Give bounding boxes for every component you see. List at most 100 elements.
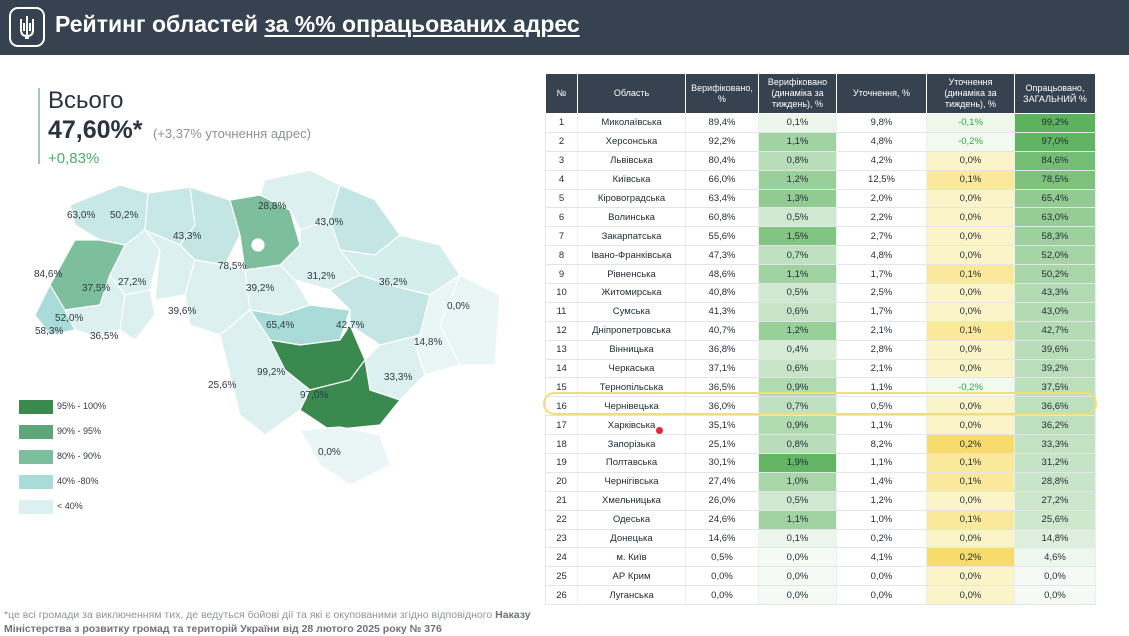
- table-cell: Донецька: [577, 529, 686, 549]
- legend-swatch: [19, 425, 53, 439]
- legend-label: 95% - 100%: [57, 401, 107, 411]
- table-cell: 52,0%: [1014, 245, 1096, 266]
- table-cell: 99,2%: [1014, 113, 1096, 133]
- table-header-cell: №: [545, 73, 578, 114]
- table-cell: 1,1%: [836, 377, 927, 398]
- legend-label: < 40%: [57, 501, 83, 511]
- table-cell: Волинська: [577, 207, 686, 228]
- table-cell: 4: [545, 170, 578, 190]
- table-cell: 2,5%: [836, 283, 927, 303]
- table-cell: 0,8%: [758, 434, 837, 455]
- table-cell: 0,1%: [926, 510, 1015, 530]
- table-cell: Запорізька: [577, 434, 686, 455]
- map-svg: [34, 169, 501, 486]
- legend-swatch: [19, 450, 53, 464]
- table-cell: 0,6%: [758, 302, 837, 322]
- map-region-label: 42,7%: [336, 320, 365, 331]
- table-cell: 43,0%: [1014, 302, 1096, 322]
- table-cell: 80,4%: [685, 151, 759, 171]
- table-cell: 1,2%: [836, 491, 927, 511]
- region-crimea: [299, 426, 391, 486]
- table-cell: 0,0%: [926, 283, 1015, 303]
- table-cell: 0,0%: [1014, 566, 1096, 587]
- map-region-label: 31,2%: [307, 271, 336, 282]
- table-cell: 24: [545, 547, 578, 568]
- table-row: 8 Івано-Франківська 47,3% 0,7% 4,8% 0,0% 52,0%: [545, 245, 1096, 266]
- table-cell: 0,0%: [685, 585, 759, 606]
- summary-value: 47,60%*: [48, 116, 143, 144]
- table-row: 20 Чернігівська 27,4% 1,0% 1,4% 0,1% 28,8%: [545, 472, 1096, 492]
- table-cell: 12,5%: [836, 170, 927, 190]
- table-cell: 0,0%: [926, 151, 1015, 171]
- table-cell: 27,2%: [1014, 491, 1096, 511]
- table-cell: 66,0%: [685, 170, 759, 190]
- table-cell: Закарпатська: [577, 226, 686, 247]
- table-cell: 0,0%: [926, 585, 1015, 606]
- map-region-label: 36,2%: [379, 277, 408, 288]
- table-cell: 25: [545, 566, 578, 587]
- trident-logo-icon: [9, 7, 45, 47]
- table-row: 21 Хмельницька 26,0% 0,5% 1,2% 0,0% 27,2%: [545, 491, 1096, 511]
- table-cell: 4,6%: [1014, 547, 1096, 568]
- table-cell: 63,0%: [1014, 207, 1096, 228]
- map-region-label: 43,0%: [315, 217, 344, 228]
- table-cell: Миколаївська: [577, 113, 686, 133]
- header-bar: Рейтинг областей за %% опрацьованих адре…: [0, 0, 1129, 55]
- table-cell: Луганська: [577, 585, 686, 606]
- table-row: 19 Полтавська 30,1% 1,9% 1,1% 0,1% 31,2%: [545, 453, 1096, 473]
- table-cell: 36,6%: [1014, 396, 1096, 417]
- table-cell: Київська: [577, 170, 686, 190]
- table-row: 10 Житомирська 40,8% 0,5% 2,5% 0,0% 43,3%: [545, 283, 1096, 303]
- map-region-label: 27,2%: [118, 277, 147, 288]
- table-cell: 0,5%: [758, 283, 837, 303]
- table-cell: 63,4%: [685, 189, 759, 209]
- table-cell: 26,0%: [685, 491, 759, 511]
- table-cell: 24,6%: [685, 510, 759, 530]
- table-cell: 0,0%: [758, 585, 837, 606]
- table-cell: 0,2%: [926, 434, 1015, 455]
- map-region-label: 63,0%: [67, 210, 96, 221]
- legend-item: < 40%: [19, 500, 159, 514]
- table-cell: 0,0%: [1014, 585, 1096, 606]
- table-cell: 0,0%: [926, 415, 1015, 436]
- table-row: 25 АР Крим 0,0% 0,0% 0,0% 0,0% 0,0%: [545, 566, 1096, 587]
- table-cell: 2,2%: [836, 207, 927, 228]
- table-cell: 2,7%: [836, 226, 927, 247]
- region-ivano-frankivsk: [64, 273, 126, 336]
- legend-swatch: [19, 400, 53, 414]
- table-row: 22 Одеська 24,6% 1,1% 1,0% 0,1% 25,6%: [545, 510, 1096, 530]
- region-kyiv-city: [251, 238, 265, 252]
- table-row: 4 Київська 66,0% 1,2% 12,5% 0,1% 78,5%: [545, 170, 1096, 190]
- table-cell: 0,9%: [758, 377, 837, 398]
- map-region-label: 37,5%: [82, 283, 111, 294]
- table-cell: 65,4%: [1014, 189, 1096, 209]
- table-cell: 25,6%: [1014, 510, 1096, 530]
- table-cell: 14,8%: [1014, 529, 1096, 549]
- table-row: 3 Львівська 80,4% 0,8% 4,2% 0,0% 84,6%: [545, 151, 1096, 171]
- table-cell: 0,9%: [758, 415, 837, 436]
- table-cell: 97,0%: [1014, 132, 1096, 152]
- table-header-cell: Уточнення (динаміка за тиждень), %: [926, 73, 1015, 114]
- table-cell: 0,0%: [836, 585, 927, 606]
- map-region-label: 99,2%: [257, 367, 286, 378]
- table-cell: Рівненська: [577, 264, 686, 285]
- map-region-label: 58,3%: [35, 326, 64, 337]
- ranking-table-container: № Область Верифіковано, % Верифіковано (дин…: [545, 73, 1096, 606]
- table-cell: 0,5%: [685, 547, 759, 568]
- red-dot-marker: [656, 427, 663, 434]
- table-cell: 0,7%: [758, 396, 837, 417]
- table-cell: Тернопільська: [577, 377, 686, 398]
- table-cell: 10: [545, 283, 578, 303]
- title-main-text: Рейтинг областей: [55, 11, 265, 37]
- table-cell: 12: [545, 321, 578, 341]
- table-cell: 1,1%: [758, 132, 837, 152]
- region-odesa: [219, 309, 311, 436]
- table-cell: Хмельницька: [577, 491, 686, 511]
- table-row: 23 Донецька 14,6% 0,1% 0,2% 0,0% 14,8%: [545, 529, 1096, 549]
- table-cell: 0,1%: [926, 453, 1015, 473]
- table-row: 2 Херсонська 92,2% 1,1% 4,8% -0,2% 97,0%: [545, 132, 1096, 152]
- table-cell: 92,2%: [685, 132, 759, 152]
- table-cell: 2,1%: [836, 359, 927, 379]
- table-cell: 1,1%: [836, 453, 927, 473]
- table-row: 6 Волинська 60,8% 0,5% 2,2% 0,0% 63,0%: [545, 207, 1096, 228]
